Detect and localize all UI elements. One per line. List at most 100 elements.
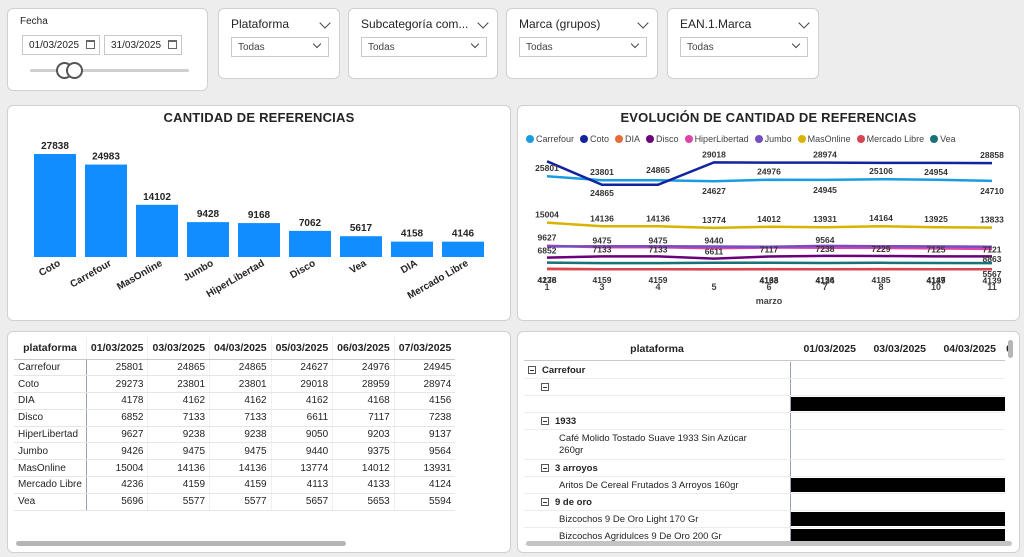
bar-disco[interactable] xyxy=(289,230,331,257)
horizontal-scrollbar[interactable] xyxy=(526,541,1012,546)
ean-dropdown[interactable]: Todas xyxy=(680,37,808,57)
subcategoria-dropdown[interactable]: Todas xyxy=(361,37,487,57)
ean-slicer[interactable]: EAN.1.Marca Todas xyxy=(667,8,819,79)
legend-label: Vea xyxy=(940,134,956,144)
chevron-down-icon[interactable] xyxy=(798,17,810,29)
horizontal-scrollbar[interactable] xyxy=(16,541,346,546)
matrix-row[interactable]: Café Molido Tostado Suave 1933 Sin Azúca… xyxy=(524,430,1005,460)
line-coto[interactable] xyxy=(546,160,993,187)
column-header[interactable]: 03/03/2025 xyxy=(147,337,210,360)
table-row[interactable]: MasOnline 15004 14136 14136 13774 14012 13931 xyxy=(14,459,456,478)
column-header[interactable]: plataforma xyxy=(14,337,87,360)
line-carrefour[interactable] xyxy=(546,174,993,183)
legend-item[interactable]: DIA xyxy=(615,134,640,144)
line-mercado-libre[interactable] xyxy=(546,267,992,271)
legend-item[interactable]: MasOnline xyxy=(797,134,851,144)
legend-item[interactable]: HiperLibertad xyxy=(684,134,749,144)
range-end-handle[interactable] xyxy=(66,62,83,79)
bar-vea[interactable] xyxy=(340,236,382,257)
table-cell: 5696 xyxy=(85,493,148,511)
x-tick-label: 11 xyxy=(987,282,997,292)
line-disco[interactable] xyxy=(546,254,992,260)
chevron-down-icon[interactable] xyxy=(470,39,480,49)
matrix-column-header[interactable]: 04/03/2025 xyxy=(943,343,996,355)
legend-item[interactable]: Disco xyxy=(646,134,679,144)
matrix-row[interactable]: Aritos De Cereal Frutados 3 Arroyos 160g… xyxy=(524,477,1005,494)
line-value-label: 9564 xyxy=(816,235,835,245)
table-row[interactable]: DIA 4178 4162 4162 4162 4168 4156 xyxy=(14,392,456,410)
column-header[interactable]: 05/03/2025 xyxy=(270,337,333,360)
calendar-icon[interactable] xyxy=(86,40,95,49)
bar-hiperlibertad[interactable] xyxy=(238,223,280,257)
matrix-row[interactable]: 3 arroyos xyxy=(524,460,1005,477)
chevron-down-icon[interactable] xyxy=(312,39,322,49)
collapse-icon[interactable] xyxy=(541,417,549,425)
plataforma-slicer[interactable]: Plataforma Todas xyxy=(218,8,340,79)
end-date-input[interactable]: 31/03/2025 xyxy=(104,35,182,55)
legend-item[interactable]: Mercado Libre xyxy=(856,134,924,144)
matrix-column-header[interactable]: plataforma xyxy=(630,343,684,355)
matrix-column-header[interactable]: 03/03/2025 xyxy=(873,343,926,355)
table-row[interactable]: Mercado Libre 4236 4159 4159 4113 4133 4124 xyxy=(14,476,456,494)
start-date-input[interactable]: 01/03/2025 xyxy=(22,35,100,55)
subcategoria-slicer[interactable]: Subcategoría com... Todas xyxy=(348,8,498,79)
line-value-label: 7121 xyxy=(983,244,1002,254)
table-row[interactable]: Vea 5696 5577 5577 5657 5653 5594 xyxy=(14,493,456,511)
collapse-icon[interactable] xyxy=(541,498,549,506)
matrix-column-header[interactable]: 01/03/2025 xyxy=(803,343,856,355)
matrix-row[interactable]: Bizcochos 9 De Oro Light 170 Gr xyxy=(524,511,1005,528)
chevron-down-icon[interactable] xyxy=(477,17,489,29)
collapse-icon[interactable] xyxy=(528,366,536,374)
chevron-down-icon[interactable] xyxy=(319,17,331,29)
column-header[interactable]: 01/03/2025 xyxy=(85,337,148,360)
collapse-icon[interactable] xyxy=(541,464,549,472)
column-header[interactable]: 04/03/2025 xyxy=(209,337,272,360)
bar-carrefour[interactable] xyxy=(85,164,127,257)
matrix-divider xyxy=(790,379,791,395)
matrix-row[interactable] xyxy=(524,396,1005,413)
collapse-icon[interactable] xyxy=(541,383,549,391)
matrix-row[interactable] xyxy=(524,379,1005,396)
table-row[interactable]: Coto 29273 23801 23801 29018 28959 28974 xyxy=(14,375,456,394)
legend-item[interactable]: Carrefour xyxy=(526,134,574,144)
legend-item[interactable]: Vea xyxy=(930,134,956,144)
matrix-divider xyxy=(790,413,791,429)
marca-slicer[interactable]: Marca (grupos) Todas xyxy=(506,8,658,79)
matrix-row[interactable]: 1933 xyxy=(524,413,1005,430)
line-value-label: 4139 xyxy=(983,275,1002,285)
line-value-label: 29018 xyxy=(702,149,726,159)
bar-jumbo[interactable] xyxy=(187,222,229,257)
chevron-down-icon[interactable] xyxy=(791,39,801,49)
ean-slicer-title: EAN.1.Marca xyxy=(680,17,752,31)
legend-item[interactable]: Coto xyxy=(580,134,609,144)
vertical-scrollbar[interactable] xyxy=(1008,340,1013,358)
bar-value-label: 24983 xyxy=(92,152,120,163)
bar-dia[interactable] xyxy=(391,241,433,257)
bar-coto[interactable] xyxy=(34,154,76,257)
marca-dropdown[interactable]: Todas xyxy=(519,37,647,57)
line-value-label: 13931 xyxy=(813,214,837,224)
column-header[interactable]: 06/03/2025 xyxy=(332,337,395,360)
table-row[interactable]: Carrefour 25801 24865 24865 24627 24976 24945 xyxy=(14,359,456,377)
x-tick-label: 8 xyxy=(878,282,883,292)
table-cell: 9564 xyxy=(393,442,456,461)
plataforma-dropdown[interactable]: Todas xyxy=(231,37,329,57)
column-header[interactable]: 07/03/2025 xyxy=(393,337,456,360)
bar-masonline[interactable] xyxy=(136,204,178,257)
line-vea[interactable] xyxy=(546,261,993,265)
matrix-row[interactable]: Carrefour xyxy=(524,362,1005,379)
table-row[interactable]: Disco 6852 7133 7133 6611 7117 7238 xyxy=(14,409,456,427)
date-range-track[interactable] xyxy=(30,69,189,72)
legend-item[interactable]: Jumbo xyxy=(754,134,792,144)
chevron-down-icon[interactable] xyxy=(637,17,649,29)
matrix-row[interactable]: 9 de oro xyxy=(524,494,1005,511)
chevron-down-icon[interactable] xyxy=(630,39,640,49)
calendar-icon[interactable] xyxy=(168,40,177,49)
line-jumbo[interactable] xyxy=(546,244,993,249)
bar-mercado-libre[interactable] xyxy=(442,241,484,257)
line-masonline[interactable] xyxy=(546,221,993,230)
table-row[interactable]: Jumbo 9426 9475 9475 9440 9375 9564 xyxy=(14,442,456,461)
ean-value: Todas xyxy=(687,42,714,53)
table-cell: 13774 xyxy=(270,459,333,478)
table-row[interactable]: HiperLibertad 9627 9238 9238 9050 9203 9137 xyxy=(14,426,456,444)
